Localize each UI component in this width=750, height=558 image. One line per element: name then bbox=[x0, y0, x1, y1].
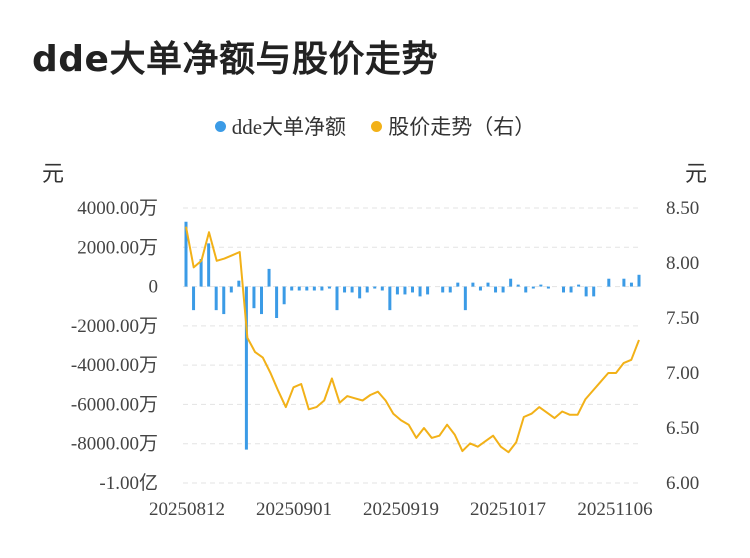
dde-bar bbox=[380, 286, 384, 291]
x-tick-label: 20250812 bbox=[149, 499, 225, 520]
legend-label-dde: dde大单净额 bbox=[231, 115, 347, 139]
right-tick-label: 6.00 bbox=[666, 473, 699, 494]
dde-bar bbox=[622, 278, 626, 287]
x-axis-ticks: 20250812 20250901 20250919 20251017 20251106 bbox=[149, 499, 653, 520]
dde-bar bbox=[350, 286, 354, 293]
left-tick-label: 2000.00万 bbox=[77, 237, 158, 258]
dde-bar bbox=[629, 282, 633, 287]
legend-dot-price-icon bbox=[371, 120, 383, 132]
dde-bar bbox=[411, 286, 414, 293]
dde-bar bbox=[252, 286, 256, 309]
right-axis-unit: 元 bbox=[685, 161, 708, 186]
dde-bar bbox=[569, 286, 573, 293]
dde-bar bbox=[395, 286, 399, 295]
dde-bar bbox=[584, 286, 588, 297]
dde-bar bbox=[267, 268, 271, 287]
dde-bar bbox=[229, 286, 233, 293]
legend-dot-dde-icon bbox=[214, 120, 226, 132]
page-title: dde大单净额与股价走势 bbox=[32, 39, 438, 80]
dde-bar bbox=[297, 286, 301, 291]
dde-bar bbox=[373, 286, 377, 289]
dde-bar bbox=[184, 221, 188, 287]
dde-bar bbox=[516, 284, 520, 287]
left-tick-label: -4000.00万 bbox=[71, 355, 158, 376]
dde-bar bbox=[290, 286, 294, 291]
left-tick-label: -6000.00万 bbox=[71, 394, 158, 415]
dde-bar bbox=[448, 286, 452, 293]
x-tick-label: 20251106 bbox=[577, 499, 652, 520]
dde-bar bbox=[244, 286, 248, 450]
dde-bar bbox=[456, 282, 460, 287]
chart-legend: dde大单净额 股价走势（右） bbox=[0, 111, 750, 141]
dde-bar bbox=[509, 278, 513, 287]
dde-bar bbox=[426, 286, 430, 295]
legend-label-price: 股价走势（右） bbox=[388, 115, 536, 139]
dde-bar bbox=[637, 274, 641, 287]
x-tick-label: 20250901 bbox=[256, 499, 332, 520]
dde-bar bbox=[403, 286, 407, 295]
dde-bar bbox=[335, 286, 339, 311]
dde-bar bbox=[207, 243, 211, 287]
dde-bar bbox=[327, 286, 331, 289]
left-axis-unit: 元 bbox=[42, 161, 65, 186]
dde-bar bbox=[214, 286, 218, 311]
dde-bar bbox=[486, 282, 490, 287]
dde-bar bbox=[312, 286, 316, 291]
dde-bar bbox=[441, 286, 445, 293]
dde-bar bbox=[463, 286, 467, 311]
dde-bar bbox=[478, 286, 482, 291]
dde-bar bbox=[358, 286, 362, 299]
dde-bar bbox=[501, 286, 505, 293]
dde-bar bbox=[531, 286, 535, 289]
dde-bar bbox=[260, 286, 263, 315]
dde-bar bbox=[577, 284, 581, 287]
dde-bar bbox=[546, 286, 550, 289]
right-tick-label: 8.50 bbox=[666, 198, 699, 219]
grid-lines bbox=[183, 207, 642, 484]
dde-bar bbox=[592, 286, 596, 297]
dde-bar bbox=[275, 286, 279, 318]
dde-bar bbox=[305, 286, 309, 291]
dde-bar bbox=[388, 286, 392, 311]
dde-bar bbox=[222, 286, 226, 315]
dde-bar bbox=[343, 286, 347, 293]
legend-item-dde[interactable]: dde大单净额 bbox=[214, 111, 347, 141]
line-series-price bbox=[185, 226, 640, 454]
x-tick-label: 20251017 bbox=[470, 499, 546, 520]
price-line bbox=[185, 226, 640, 454]
right-tick-label: 6.50 bbox=[666, 418, 699, 439]
dde-bar bbox=[607, 278, 611, 287]
dde-bar bbox=[192, 286, 196, 311]
right-tick-label: 7.50 bbox=[666, 308, 699, 329]
right-tick-label: 7.00 bbox=[666, 363, 699, 384]
legend-item-price[interactable]: 股价走势（右） bbox=[371, 111, 535, 141]
right-tick-label: 8.00 bbox=[666, 253, 699, 274]
left-axis-ticks: 4000.00万 2000.00万 0 -2000.00万 -4000.00万 -6000… bbox=[71, 198, 158, 494]
dde-bar bbox=[199, 259, 203, 287]
dde-bar bbox=[418, 286, 422, 297]
left-tick-label: 0 bbox=[149, 277, 159, 298]
dde-bar bbox=[365, 286, 369, 293]
dde-bar bbox=[320, 286, 324, 291]
dde-bar bbox=[562, 286, 565, 293]
left-tick-label: -1.00亿 bbox=[99, 472, 158, 494]
left-tick-label: 4000.00万 bbox=[77, 198, 158, 219]
bar-series-dde bbox=[184, 221, 641, 450]
right-axis-ticks: 8.50 8.00 7.50 7.00 6.50 6.00 bbox=[666, 198, 699, 494]
dde-bar bbox=[471, 282, 475, 287]
dde-bar bbox=[539, 284, 543, 287]
dde-bar bbox=[237, 280, 241, 287]
dde-bar bbox=[282, 286, 286, 305]
left-tick-label: -8000.00万 bbox=[71, 434, 158, 455]
x-tick-label: 20250919 bbox=[363, 499, 439, 520]
left-tick-label: -2000.00万 bbox=[71, 316, 158, 337]
dde-bar bbox=[524, 286, 528, 293]
dde-bar bbox=[494, 286, 498, 293]
